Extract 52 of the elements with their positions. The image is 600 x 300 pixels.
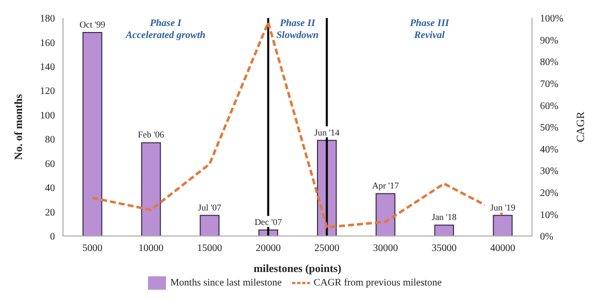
y2-tick-label: 80%	[540, 57, 558, 68]
data-label: Jul '07	[198, 202, 222, 212]
y-tick-label: 0	[50, 232, 55, 243]
data-label: Dec '07	[254, 216, 282, 227]
y-tick-label: 180	[40, 14, 55, 25]
y2-tick-label: 60%	[540, 100, 558, 112]
y-tick-label: 160	[40, 38, 55, 49]
x-tick-label: 15000	[197, 243, 222, 254]
x-tick-label: 5000	[82, 243, 102, 254]
y-tick-label: 80	[45, 134, 55, 146]
line-series	[91, 21, 504, 229]
bar	[141, 142, 161, 236]
y2-tick-label: 90%	[540, 35, 558, 46]
data-label: Apr '17	[372, 180, 400, 191]
x-tick-label: 35000	[432, 243, 457, 254]
x-tick-label: 10000	[138, 243, 164, 254]
y2-tick-label: 10%	[540, 210, 558, 221]
y2-tick-label: 50%	[540, 122, 558, 134]
x-tick-label: 25000	[314, 243, 340, 254]
y2-tick-label: 20%	[540, 188, 558, 199]
annotation: Phase III Revival	[408, 18, 450, 42]
y2-tick-label: 30%	[540, 166, 558, 178]
bar	[376, 193, 396, 236]
bar	[434, 224, 454, 236]
annotation: Phase II Slowdown	[275, 18, 320, 42]
legend-label: CAGR from previous milestone	[314, 277, 442, 288]
y2-tick-label: 100%	[540, 14, 564, 25]
y-tick-label: 20	[45, 207, 55, 218]
x-tick-label: 40000	[490, 243, 516, 254]
annotation: Phase I Accelerated growth	[126, 18, 206, 41]
data-label: Jun '19	[490, 202, 516, 212]
y2-tick-label: 0%	[540, 232, 554, 243]
x-axis-title: milestones (points)	[254, 263, 342, 275]
data-label: Feb '06	[138, 130, 165, 140]
y-tick-label: 140	[40, 62, 55, 73]
x-tick-label: 20000	[256, 243, 281, 254]
legend-label: Months since last milestone	[170, 277, 282, 288]
y-axis-title: No. of months	[12, 93, 25, 160]
y2-tick-label: 70%	[540, 78, 558, 90]
y-tick-label: 100	[40, 110, 55, 122]
data-label: Oct '99	[79, 20, 106, 30]
y-tick-label: 60	[45, 158, 55, 170]
y-tick-label: 40	[45, 183, 55, 194]
y2-axis-title: CAGR	[574, 111, 587, 142]
y-tick-label: 120	[40, 86, 55, 98]
bar	[82, 32, 102, 236]
bar	[492, 214, 513, 236]
data-label: Jun '14	[314, 127, 340, 138]
x-tick-label: 30000	[372, 243, 398, 254]
bar	[200, 214, 220, 236]
y2-tick-label: 40%	[540, 144, 558, 156]
data-label: Jan '18	[432, 212, 458, 222]
